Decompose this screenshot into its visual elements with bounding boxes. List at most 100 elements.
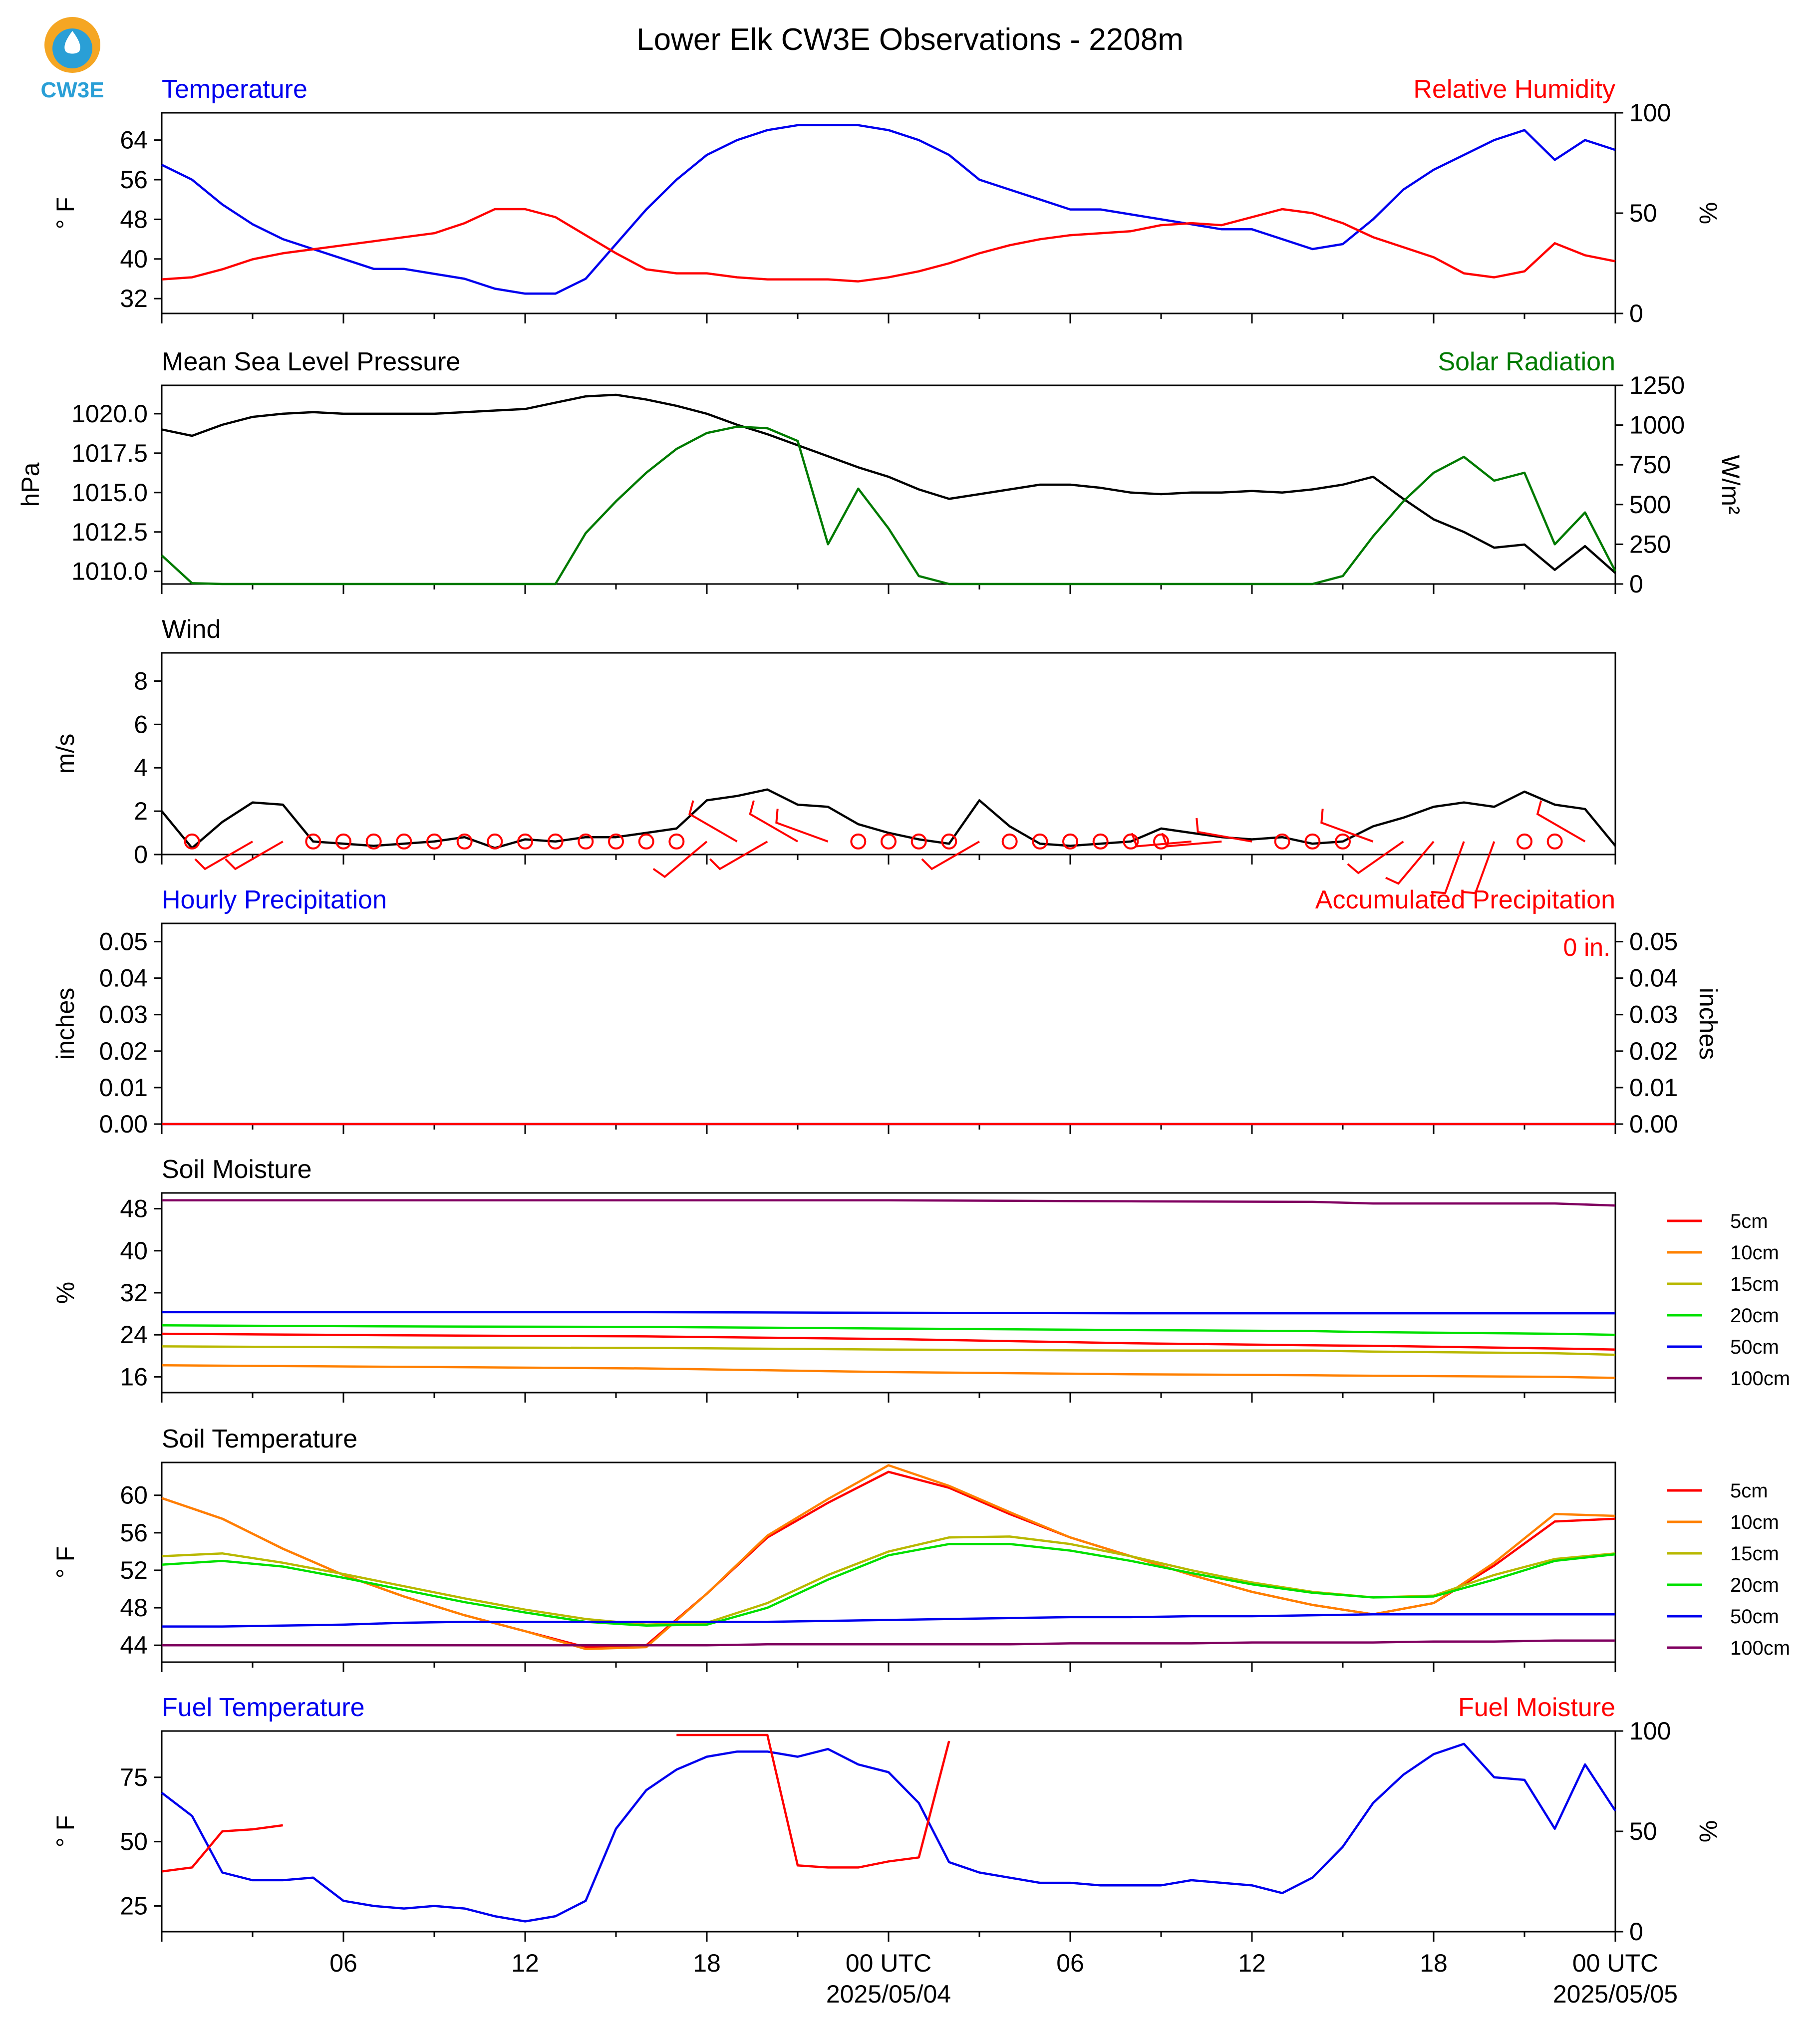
x-tick-label: 18 <box>693 1949 721 1977</box>
legend-label: 20cm <box>1730 1305 1779 1327</box>
wind-barb <box>1131 833 1192 848</box>
panel-3: Wind 8 6 4 2 0 m/s <box>51 615 1616 894</box>
y-tick-label-right: 50 <box>1629 1817 1657 1845</box>
wind-barb-calm <box>365 833 382 850</box>
wind-barb-calm <box>1092 833 1109 850</box>
y-tick-label-left: 0 <box>134 841 148 869</box>
y-tick-label-left: 0.04 <box>99 964 148 992</box>
wind-barb-calm <box>1274 833 1290 850</box>
wind-barb-calm <box>487 833 503 850</box>
wind-barb <box>775 809 829 843</box>
legend-label: 50cm <box>1730 1606 1779 1628</box>
y-tick-label-left: 48 <box>120 205 148 233</box>
wind-barb-calm <box>1517 833 1532 850</box>
y-axis-label-left: % <box>51 1282 79 1304</box>
y-axis-label-left: hPa <box>16 462 44 507</box>
panel-title-left: Fuel Temperature <box>162 1693 365 1722</box>
legend-label: 5cm <box>1730 1480 1768 1502</box>
wind-barb <box>1461 841 1496 894</box>
panel-title-left: Temperature <box>162 75 307 104</box>
legend-label: 20cm <box>1730 1574 1779 1596</box>
panel-title-left: Soil Moisture <box>162 1155 312 1184</box>
wind-barb <box>1536 800 1586 843</box>
wind-barb <box>1161 833 1222 848</box>
y-axis-label-left: ° F <box>51 1546 79 1578</box>
y-tick-label-left: 64 <box>120 126 148 154</box>
wind-barb-calm <box>456 833 473 850</box>
wind-barb-calm <box>1546 833 1563 850</box>
y-tick-label-left: 1010.0 <box>71 558 148 585</box>
y-tick-label-left: 25 <box>120 1892 148 1920</box>
y-tick-label-right: 1250 <box>1629 371 1685 399</box>
wind-barb-calm <box>335 833 351 850</box>
wind-barb-calm <box>668 833 685 850</box>
y-tick-label-left: 60 <box>120 1481 148 1509</box>
panel-title-left: Soil Temperature <box>162 1425 357 1453</box>
panel-6: Soil Temperature 60 56 52 48 44 ° F 5cm 10cm 15cm… <box>51 1425 1790 1672</box>
wind-barb <box>709 841 768 870</box>
y-tick-label-left: 0.02 <box>99 1037 148 1065</box>
panels: Temperature Relative Humidity6456484032° … <box>16 75 1790 1946</box>
x-tick-label: 06 <box>329 1949 357 1977</box>
y-tick-label-right: 0.00 <box>1629 1110 1678 1138</box>
y-tick-label-right: 0.01 <box>1629 1074 1678 1102</box>
logo-text: CW3E <box>40 78 104 102</box>
panel-4: Hourly Precipitation Accumulated Precipit… <box>51 885 1722 1138</box>
y-tick-label-left: 1015.0 <box>71 479 148 507</box>
wind-barb-calm <box>608 833 624 850</box>
panel-title-left: Mean Sea Level Pressure <box>162 347 460 376</box>
y-tick-label-right: 500 <box>1629 491 1671 519</box>
x-tick-label: 00 UTC <box>1572 1949 1658 1977</box>
legend-label: 15cm <box>1730 1543 1779 1565</box>
x-date-label: 2025/05/04 <box>826 1980 951 2008</box>
legend-label: 10cm <box>1730 1511 1779 1533</box>
wind-barb <box>652 841 708 878</box>
y-tick-label-left: 1012.5 <box>71 518 148 546</box>
figure-title: Lower Elk CW3E Observations - 2208m <box>636 22 1184 57</box>
y-axis-label-left: m/s <box>51 734 79 774</box>
y-axis-label-left: inches <box>51 988 79 1060</box>
y-tick-label-left: 48 <box>120 1195 148 1223</box>
y-tick-label-left: 52 <box>120 1556 148 1584</box>
y-tick-label-left: 32 <box>120 1279 148 1307</box>
panel-title-right: Solar Radiation <box>1438 347 1615 376</box>
legend: 5cm 10cm 15cm 20cm 50cm 100cm <box>1667 1480 1790 1659</box>
panel-5: Soil Moisture4840322416%5cm10cm15cm20cm5… <box>51 1155 1790 1403</box>
x-tick-label: 12 <box>1238 1949 1266 1977</box>
y-tick-label-left: 75 <box>120 1763 148 1791</box>
y-tick-label-left: 32 <box>120 285 148 312</box>
wind-barb <box>194 841 253 870</box>
y-tick-label-right: 0 <box>1629 1918 1643 1946</box>
y-tick-label-right: 250 <box>1629 530 1671 558</box>
wind-barb-calm <box>1123 833 1139 850</box>
wind-barb-calm <box>850 833 867 850</box>
panel-1: Temperature Relative Humidity 64 56 48 40 32 ° … <box>51 75 1722 327</box>
y-tick-label-left: 0.05 <box>99 928 148 956</box>
panel-title-left: Hourly Precipitation <box>162 885 387 914</box>
y-tick-label-left: 0.03 <box>99 1001 148 1029</box>
y-tick-label-left: 4 <box>134 754 148 782</box>
y-tick-label-left: 56 <box>120 166 148 194</box>
y-tick-label-right: 0.03 <box>1629 1001 1678 1029</box>
legend-label: 15cm <box>1730 1273 1779 1295</box>
wind-barb-calm <box>396 833 412 850</box>
y-tick-label-left: 2 <box>134 797 148 825</box>
y-tick-label-left: 48 <box>120 1594 148 1622</box>
y-tick-label-right: 0 <box>1629 570 1643 598</box>
y-tick-label-left: 44 <box>120 1631 148 1659</box>
y-axis-label-left: ° F <box>51 1815 79 1847</box>
wind-barb-calm <box>426 833 442 850</box>
wind-barb <box>1320 809 1374 843</box>
wind-barb-calm <box>305 833 321 850</box>
y-tick-label-left: 50 <box>120 1828 148 1856</box>
y-axis-label-right: inches <box>1694 988 1722 1060</box>
wind-barb-calm <box>1001 833 1018 850</box>
wind-barb-calm <box>1153 833 1169 850</box>
y-tick-label-left: 40 <box>120 245 148 273</box>
y-tick-label-right: 0.04 <box>1629 964 1678 992</box>
y-tick-label-right: 0 <box>1629 299 1643 327</box>
wind-barb-calm <box>547 833 564 850</box>
wind-barb <box>225 841 284 870</box>
accumulated-total-label: 0 in. <box>1563 933 1610 961</box>
